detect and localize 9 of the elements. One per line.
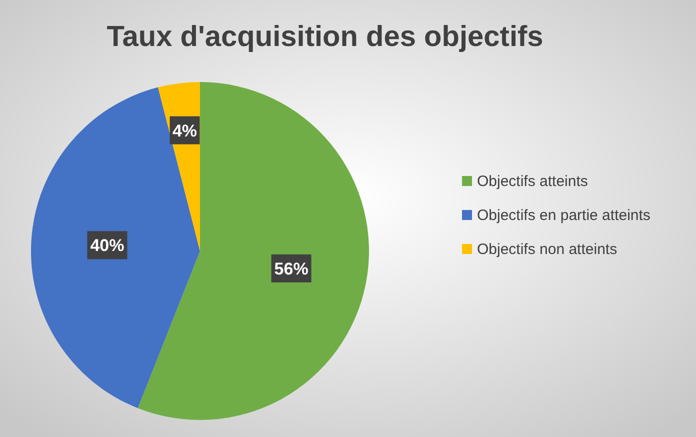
legend-label: Objectifs atteints <box>477 173 588 190</box>
legend-label: Objectifs en partie atteints <box>477 207 650 224</box>
data-label: 40% <box>90 236 124 256</box>
pie-slice <box>31 87 200 408</box>
data-label: 4% <box>172 121 198 140</box>
legend-label: Objectifs non atteints <box>477 241 618 258</box>
chart-title: Taux d'acquisition des objectifs <box>106 21 544 53</box>
pie-slice <box>138 82 369 420</box>
data-label: 56% <box>274 259 308 278</box>
